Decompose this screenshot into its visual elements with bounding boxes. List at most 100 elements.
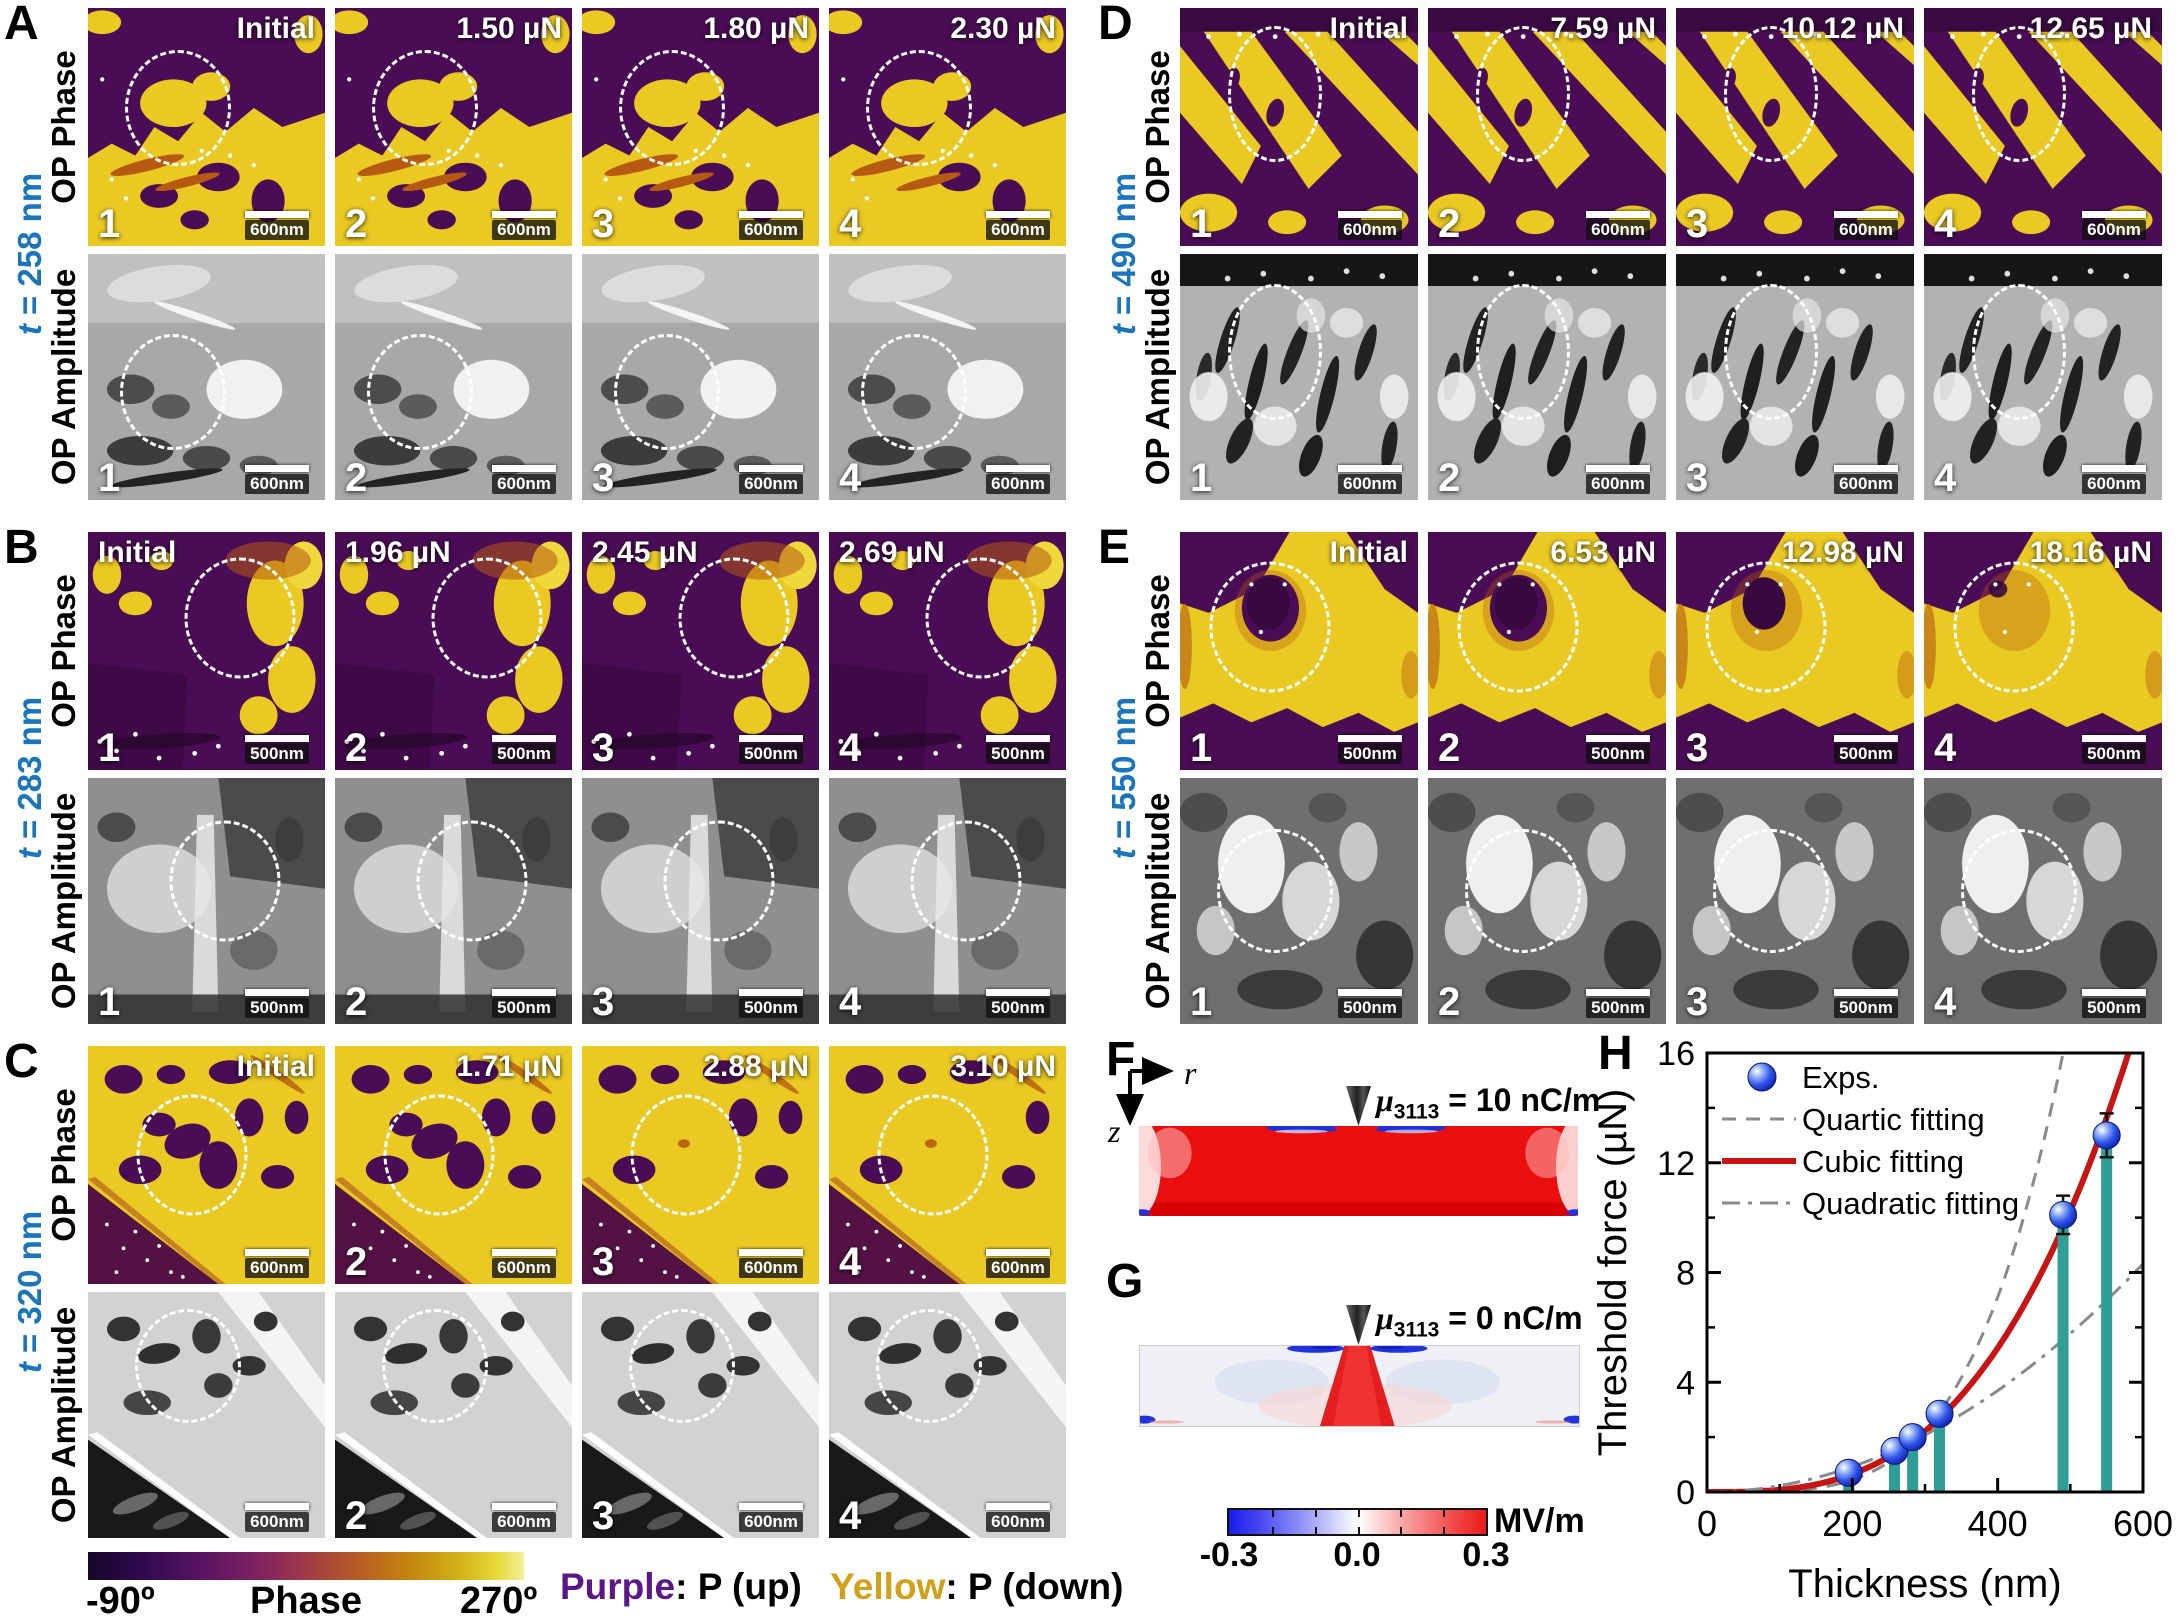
scale-bar: 600nm (1826, 211, 1906, 240)
afm-image-B-phase-3: 2.45 µN 3 500nm (582, 532, 819, 770)
scale-bar: 600nm (978, 465, 1058, 494)
axis-z-label: z (1107, 1113, 1121, 1149)
image-number: 1 (1190, 980, 1213, 1024)
thickness-symbol: t (1105, 324, 1142, 336)
afm-image-C-phase-4: 3.10 µN 4 600nm (829, 1046, 1066, 1284)
thickness-label-D: t = 490 nm (1105, 172, 1142, 336)
force-label: Initial (1329, 536, 1408, 569)
afm-image-B-phase-1: Initial 1 500nm (88, 532, 325, 770)
scale-bar-label: 500nm (492, 998, 556, 1018)
fit-curve-4 (1707, 1053, 2065, 1492)
thickness-label-C: t = 320 nm (11, 1210, 48, 1374)
mu-symbol: μ (1376, 1082, 1394, 1118)
afm-image-A-phase-4: 2.30 µN 4 600nm (829, 8, 1066, 246)
row-label-A-amplitude: OP Amplitude (45, 268, 82, 486)
afm-image-E-amplitude-1: 1 500nm (1180, 778, 1418, 1024)
afm-tip-icon (1346, 1305, 1371, 1345)
highlight-circle (381, 1308, 488, 1423)
force-label: 1.50 µN (456, 12, 562, 45)
scale-bar: 600nm (1578, 211, 1658, 240)
scale-bar-label: 600nm (245, 474, 309, 494)
force-label: Initial (98, 536, 177, 569)
x-tick-label: 200 (1822, 1503, 1882, 1544)
scale-bar-line (1586, 211, 1650, 218)
afm-tip-icon (1346, 1086, 1371, 1126)
scale-bar-line (739, 735, 803, 742)
image-number: 4 (839, 1494, 862, 1538)
highlight-circle (120, 333, 227, 450)
afm-image-B-phase-2: 1.96 µN 2 500nm (335, 532, 572, 770)
x-tick-label: 400 (1968, 1503, 2028, 1544)
scale-bar-label: 600nm (1338, 474, 1402, 494)
force-label: 10.12 µN (1781, 12, 1904, 45)
scale-bar: 600nm (978, 211, 1058, 240)
polarization-legend: Purple: P (up) Yellow: P (down) (560, 1566, 1123, 1608)
scale-bar-line (986, 1503, 1050, 1510)
y-tick-label: 12 (1657, 1145, 1695, 1183)
force-label: 1.80 µN (703, 12, 809, 45)
image-number: 3 (1686, 456, 1709, 500)
row-label-B-amplitude: OP Amplitude (45, 792, 82, 1010)
highlight-circle (628, 1308, 735, 1423)
scale-bar-line (492, 989, 556, 996)
mu-subscript: 3113 (1393, 1318, 1440, 1342)
highlight-circle (619, 49, 726, 166)
scale-bar-line (739, 465, 803, 472)
panel-letter-E: E (1098, 521, 1131, 574)
stem-bar (2057, 1220, 2069, 1492)
image-number: 3 (592, 980, 615, 1024)
scale-bar-line (1834, 735, 1898, 742)
highlight-circle (367, 333, 474, 450)
scale-bar-line (739, 1503, 803, 1510)
image-number: 1 (98, 456, 121, 500)
afm-image-A-phase-2: 1.50 µN 2 600nm (335, 8, 572, 246)
afm-image-E-phase-2: 6.53 µN 2 500nm (1428, 532, 1666, 770)
scale-bar: 600nm (1330, 211, 1410, 240)
highlight-circle (1724, 284, 1819, 421)
afm-image-A-amplitude-3: 3 600nm (582, 254, 819, 500)
highlight-circle (1209, 561, 1331, 693)
afm-image-D-phase-1: Initial 1 600nm (1180, 8, 1418, 246)
scale-bar-label: 600nm (245, 1258, 309, 1278)
highlight-circle (1972, 284, 2067, 421)
field-colorbar (1227, 1508, 1488, 1536)
image-number: 3 (1686, 202, 1709, 246)
scale-bar-label: 500nm (245, 744, 309, 764)
image-number: 1 (1190, 456, 1213, 500)
data-point (1834, 1458, 1863, 1487)
highlight-circle (1476, 25, 1571, 162)
scale-bar-line (492, 735, 556, 742)
phase-colorbar-label: Phase (250, 1580, 362, 1622)
scale-bar: 500nm (2074, 735, 2154, 764)
force-label: 1.71 µN (456, 1050, 562, 1083)
image-number: 3 (1686, 726, 1709, 770)
scale-bar-line (739, 989, 803, 996)
phase-colorbar (88, 1552, 524, 1580)
scale-bar-line (492, 1249, 556, 1256)
highlight-circle (866, 49, 973, 166)
scale-bar-line (245, 989, 309, 996)
row-label-E-amplitude: OP Amplitude (1139, 792, 1176, 1010)
highlight-circle (169, 820, 281, 942)
afm-image-D-amplitude-4: 4 600nm (1924, 254, 2162, 500)
highlight-circle (1713, 829, 1830, 954)
scale-bar: 500nm (978, 735, 1058, 764)
simulation-field-G (1139, 1345, 1580, 1427)
highlight-circle (1228, 284, 1323, 421)
stem-bar (2101, 1141, 2113, 1492)
scale-bar: 500nm (1826, 735, 1906, 764)
mu-label-G: μ3113 = 0 nC/m (1376, 1300, 1583, 1342)
highlight-circle (136, 1094, 248, 1216)
highlight-circle (1217, 829, 1334, 954)
force-label: Initial (1329, 12, 1408, 45)
afm-image-C-phase-2: 1.71 µN 2 600nm (335, 1046, 572, 1284)
scale-bar: 500nm (237, 735, 317, 764)
purple-word: Purple (560, 1566, 676, 1607)
data-point (1925, 1399, 1954, 1428)
scale-bar-label: 500nm (1338, 998, 1402, 1018)
image-number: 4 (839, 726, 862, 770)
panel-letter-B: B (4, 521, 39, 574)
afm-image-A-phase-3: 1.80 µN 3 600nm (582, 8, 819, 246)
afm-image-D-phase-2: 7.59 µN 2 600nm (1428, 8, 1666, 246)
afm-image-E-amplitude-4: 4 500nm (1924, 778, 2162, 1024)
